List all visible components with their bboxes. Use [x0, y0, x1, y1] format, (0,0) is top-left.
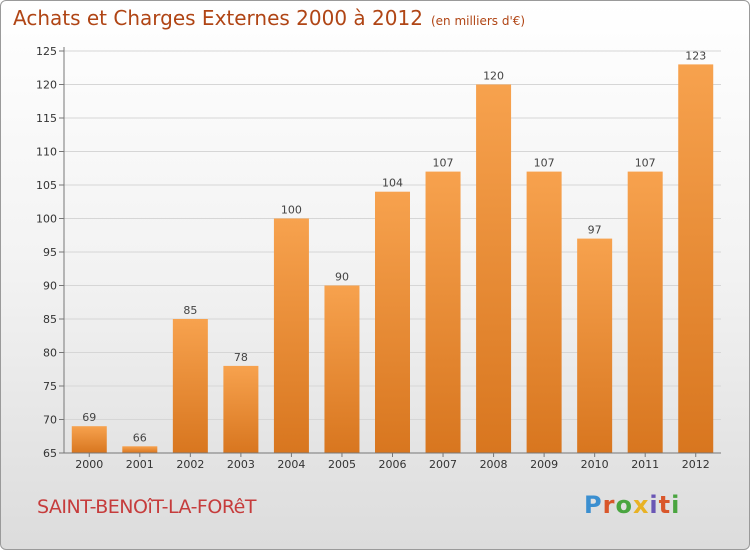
data-label: 69	[82, 411, 96, 424]
bar	[526, 171, 562, 453]
x-tick-label: 2001	[126, 458, 154, 471]
logo-letter: i	[649, 491, 659, 519]
commune-name: SAINT-BENOîT-LA-FORêT	[37, 496, 256, 518]
y-tick-label: 95	[43, 246, 57, 259]
y-tick-label: 120	[36, 79, 57, 92]
x-tick-label: 2002	[176, 458, 204, 471]
chart-title: Achats et Charges Externes 2000 à 2012 (e…	[13, 6, 525, 30]
bar-chart: 69 66 85 78 100 90 104 107 120 107 97 107 123 65 70 75…	[36, 45, 721, 471]
logo-letter: r	[602, 491, 616, 519]
logo-letter: o	[615, 491, 633, 519]
y-tick-label: 125	[36, 45, 57, 58]
bar	[273, 218, 309, 453]
x-tick-label: 2008	[480, 458, 508, 471]
y-tick-label: 85	[43, 313, 57, 326]
bar	[122, 446, 158, 453]
y-tick-label: 75	[43, 380, 57, 393]
bar	[172, 319, 208, 453]
logo-letter: x	[632, 491, 650, 519]
proxiti-logo: Proxiti	[584, 491, 680, 519]
x-tick-label: 2003	[227, 458, 255, 471]
data-label: 104	[382, 177, 403, 190]
x-tick-label: 2012	[682, 458, 710, 471]
data-label: 85	[183, 304, 197, 317]
data-label: 107	[534, 157, 555, 170]
x-tick-label: 2007	[429, 458, 457, 471]
bar	[678, 64, 714, 454]
bar	[223, 365, 259, 453]
x-tick-label: 2010	[581, 458, 609, 471]
logo-letter: i	[671, 491, 681, 519]
bar	[577, 238, 613, 453]
data-label: 97	[588, 224, 602, 237]
bar	[71, 426, 107, 453]
logo-letter: t	[658, 491, 672, 519]
data-label: 90	[335, 271, 349, 284]
bar	[425, 171, 461, 453]
data-label: 100	[281, 204, 302, 217]
title-text: Achats et Charges Externes 2000 à 2012	[13, 6, 423, 30]
data-label: 107	[635, 157, 656, 170]
bar	[627, 171, 663, 453]
x-tick-label: 2009	[530, 458, 558, 471]
x-tick-label: 2004	[277, 458, 305, 471]
y-tick-label: 110	[36, 146, 57, 159]
y-tick-label: 115	[36, 112, 57, 125]
x-tick-label: 2011	[631, 458, 659, 471]
x-tick-label: 2006	[379, 458, 407, 471]
x-tick-label: 2005	[328, 458, 356, 471]
data-label: 66	[133, 431, 147, 444]
data-label: 120	[483, 70, 504, 83]
y-tick-label: 70	[43, 414, 57, 427]
y-tick-label: 80	[43, 347, 57, 360]
data-label: 123	[685, 49, 706, 62]
y-tick-label: 100	[36, 213, 57, 226]
logo-letter: P	[584, 491, 603, 519]
data-label: 78	[234, 351, 248, 364]
y-tick-label: 105	[36, 179, 57, 192]
y-tick-label: 65	[43, 447, 57, 460]
bar	[476, 84, 512, 453]
y-tick-label: 90	[43, 280, 57, 293]
x-tick-label: 2000	[75, 458, 103, 471]
title-unit: (en milliers d'€)	[430, 14, 526, 28]
bar	[324, 285, 360, 453]
bar	[375, 191, 410, 453]
data-label: 107	[433, 157, 454, 170]
